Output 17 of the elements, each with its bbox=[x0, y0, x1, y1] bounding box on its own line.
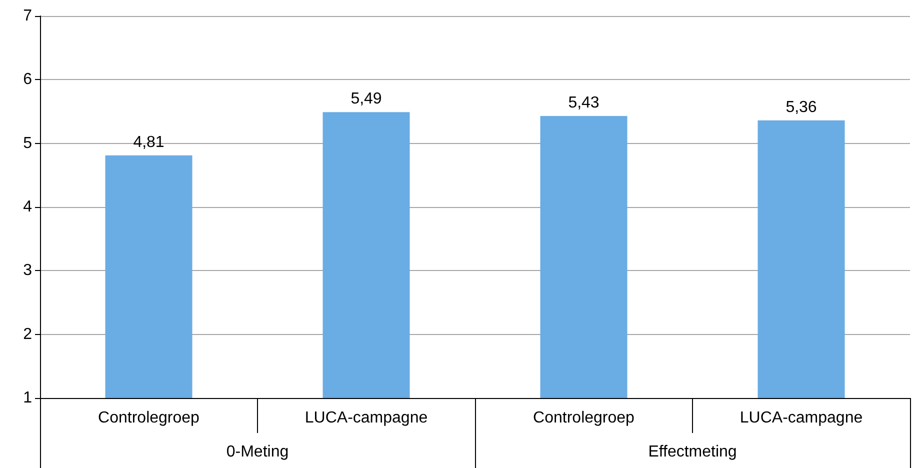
data-label: 5,43 bbox=[568, 94, 600, 112]
y-tick-label: 1 bbox=[23, 390, 32, 406]
text: Effectmeting bbox=[648, 444, 737, 460]
x-tick-label: Controlegroep bbox=[98, 410, 200, 426]
y-tick-label: 7 bbox=[23, 8, 32, 24]
x-tick-label: LUCA-campagne bbox=[740, 410, 863, 426]
x-tick-label: Controlegroep bbox=[533, 410, 635, 426]
y-tick-label: 4 bbox=[23, 198, 32, 216]
text: 0-Meting bbox=[226, 444, 289, 460]
data-label: 5,36 bbox=[786, 98, 817, 116]
y-tick-label: 3 bbox=[23, 262, 32, 280]
y-tick-label: 5 bbox=[23, 134, 32, 152]
y-tick-label: 2 bbox=[23, 326, 32, 343]
x-tick-label: LUCA-campagne bbox=[304, 410, 428, 426]
y-tick-label: 6 bbox=[23, 71, 32, 88]
data-label: 5,49 bbox=[350, 90, 382, 108]
data-label: 4,81 bbox=[133, 134, 164, 151]
